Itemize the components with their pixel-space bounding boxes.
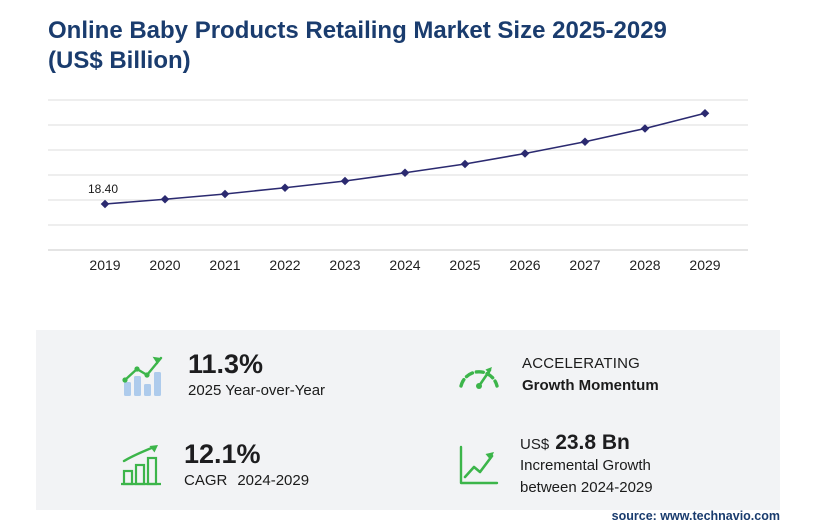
- data-point-marker: [460, 159, 470, 169]
- incremental-value: 23.8 Bn: [555, 431, 630, 455]
- source-credit: source: www.technavio.com: [611, 509, 780, 523]
- speedometer-icon: [459, 367, 499, 389]
- data-point-marker: [220, 189, 230, 199]
- data-point-marker: [400, 168, 410, 178]
- stat-yoy: 11.3% 2025 Year-over-Year: [36, 330, 408, 420]
- cagr-label: CAGR 2024-2029: [184, 470, 309, 492]
- data-point-marker: [520, 149, 530, 158]
- data-point-marker: [100, 199, 110, 209]
- data-point-marker: [580, 137, 590, 147]
- stat-incremental: US$ 23.8 Bn Incremental Growth between 2…: [408, 420, 780, 510]
- data-point-marker: [280, 183, 290, 193]
- page-title: Online Baby Products Retailing Market Si…: [48, 16, 758, 77]
- series-line: [104, 112, 706, 205]
- cagr-label-prefix: CAGR: [184, 471, 228, 489]
- x-axis-label: 2028: [629, 257, 660, 273]
- growth-bars-icon: [122, 356, 163, 396]
- momentum-line2: Growth Momentum: [522, 377, 659, 395]
- x-axis-label: 2029: [689, 257, 720, 273]
- cagr-bars-icon: [121, 445, 161, 486]
- data-point-marker: [700, 108, 710, 118]
- data-point-marker: [160, 194, 170, 204]
- incremental-currency: US$: [520, 436, 550, 454]
- page-title-line1: Online Baby Products Retailing Market Si…: [48, 17, 667, 44]
- data-point-marker: [640, 124, 650, 133]
- stat-cagr-text: 12.1% CAGR 2024-2029: [184, 439, 309, 492]
- data-point-marker: [340, 176, 350, 186]
- incremental-value-line: US$ 23.8 Bn: [520, 431, 653, 455]
- x-axis-label: 2023: [329, 257, 360, 273]
- x-axis-label: 2019: [89, 257, 120, 273]
- incremental-line1: Incremental Growth: [520, 457, 651, 475]
- first-point-label: 18.40: [88, 182, 118, 196]
- x-axis-label: 2027: [569, 257, 600, 273]
- incremental-line2: between 2024-2029: [520, 479, 653, 496]
- x-axis-label: 2025: [449, 257, 480, 273]
- stat-yoy-text: 11.3% 2025 Year-over-Year: [188, 349, 325, 402]
- market-line-chart: 18.40 2019 2020 2021 2022 2023 2024 2025 2026 202…: [48, 99, 748, 273]
- stats-panel: 11.3% 2025 Year-over-Year ACCELERATING G…: [36, 330, 780, 510]
- stat-momentum: ACCELERATING Growth Momentum: [408, 330, 780, 420]
- x-axis-label: 2022: [269, 257, 300, 273]
- yoy-value: 11.3%: [188, 348, 264, 379]
- x-axis-label: 2020: [149, 257, 180, 273]
- incremental-chart-icon: [459, 445, 499, 485]
- momentum-line1: ACCELERATING: [522, 354, 640, 372]
- yoy-label: 2025 Year-over-Year: [188, 381, 326, 399]
- stat-incremental-text: US$ 23.8 Bn Incremental Growth between 2…: [520, 431, 653, 499]
- x-axis-label: 2026: [509, 257, 540, 273]
- stat-cagr: 12.1% CAGR 2024-2029: [36, 420, 408, 510]
- cagr-value: 12.1%: [184, 438, 261, 469]
- cagr-label-range: 2024-2029: [237, 471, 310, 489]
- x-axis-label: 2021: [209, 257, 240, 273]
- x-axis-label: 2024: [389, 257, 420, 273]
- stat-momentum-text: ACCELERATING Growth Momentum: [522, 353, 659, 397]
- page-title-line2: (US$ Billion): [48, 47, 191, 75]
